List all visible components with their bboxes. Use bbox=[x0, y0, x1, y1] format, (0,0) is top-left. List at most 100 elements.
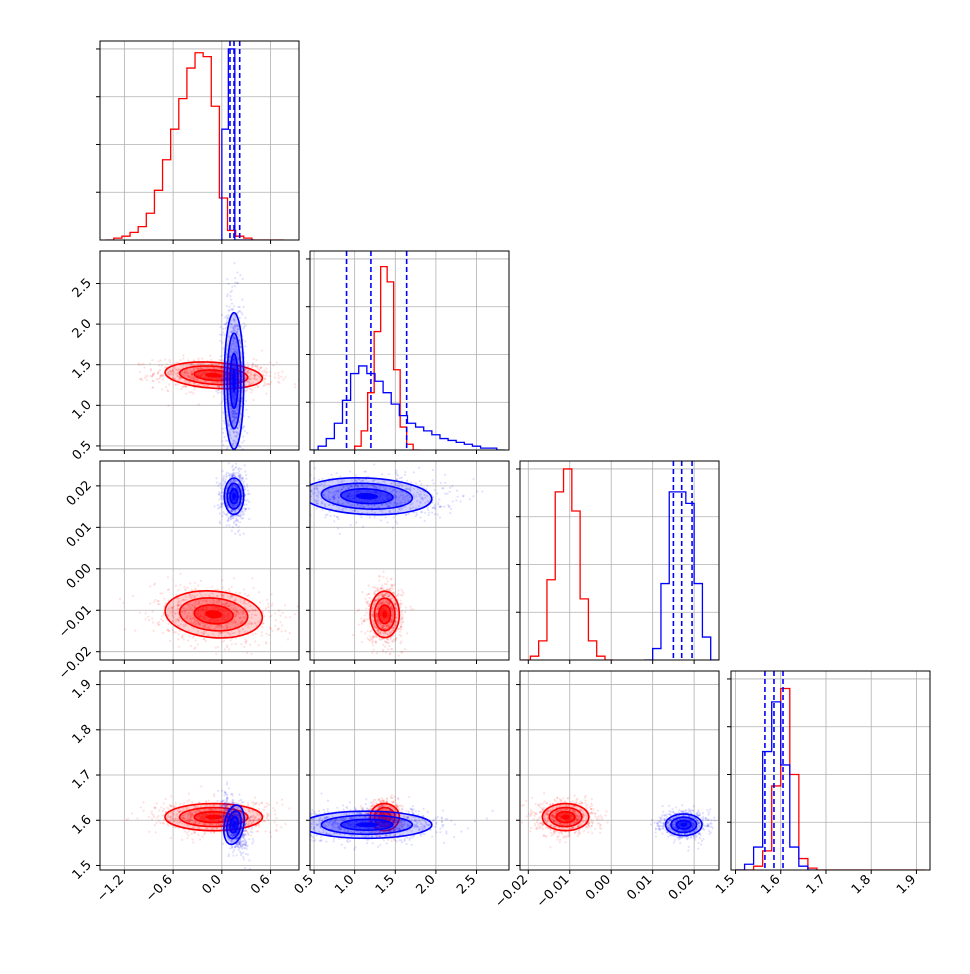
scatter-point bbox=[231, 309, 233, 311]
scatter-point bbox=[221, 579, 223, 581]
scatter-point bbox=[278, 377, 280, 379]
scatter-point bbox=[410, 608, 412, 610]
scatter-point bbox=[374, 592, 376, 594]
scatter-point bbox=[401, 651, 403, 653]
scatter-point bbox=[167, 389, 169, 391]
scatter-point bbox=[194, 646, 196, 648]
scatter-point bbox=[400, 589, 402, 591]
scatter-point bbox=[306, 509, 308, 511]
scatter-point bbox=[224, 422, 226, 424]
scatter-point bbox=[268, 383, 270, 385]
scatter-point bbox=[225, 473, 227, 475]
scatter-point bbox=[372, 644, 374, 646]
scatter-point bbox=[142, 363, 144, 365]
y-tick-label: 0.01 bbox=[64, 520, 95, 551]
scatter-point bbox=[149, 362, 151, 364]
scatter-point bbox=[220, 402, 222, 404]
scatter-point bbox=[220, 379, 222, 381]
scatter-point bbox=[213, 505, 215, 507]
scatter-point bbox=[221, 503, 223, 505]
scatter-point bbox=[297, 605, 299, 607]
scatter-point bbox=[219, 493, 221, 495]
scatter-point bbox=[220, 355, 222, 357]
scatter-point bbox=[177, 383, 179, 385]
scatter-point bbox=[280, 376, 282, 378]
scatter-point bbox=[238, 453, 240, 455]
scatter-point bbox=[248, 501, 250, 503]
panel-frame bbox=[100, 251, 299, 450]
scatter-point bbox=[177, 633, 179, 635]
scatter-point bbox=[390, 638, 392, 640]
scatter-point bbox=[263, 384, 265, 386]
scatter-point bbox=[391, 585, 393, 587]
scatter-point bbox=[248, 416, 250, 418]
hist-step bbox=[310, 366, 505, 450]
scatter-point bbox=[360, 617, 362, 619]
scatter-point bbox=[187, 586, 189, 588]
panel-frame bbox=[100, 41, 299, 240]
scatter-point bbox=[237, 515, 239, 517]
scatter-point bbox=[261, 371, 263, 373]
scatter-point bbox=[401, 613, 403, 615]
scatter-point bbox=[150, 368, 152, 370]
scatter-point bbox=[221, 342, 223, 344]
scatter-point bbox=[182, 354, 184, 356]
scatter-point bbox=[233, 450, 235, 452]
scatter-point bbox=[265, 375, 267, 377]
scatter-point bbox=[161, 388, 163, 390]
scatter-point bbox=[221, 428, 223, 430]
scatter-point bbox=[269, 371, 271, 373]
scatter-point bbox=[349, 471, 351, 473]
scatter-point bbox=[272, 364, 274, 366]
scatter-point bbox=[221, 366, 223, 368]
scatter-point bbox=[239, 534, 241, 536]
scatter-point bbox=[251, 577, 253, 579]
scatter-point bbox=[235, 463, 237, 465]
scatter-point bbox=[304, 473, 306, 475]
scatter-point bbox=[243, 480, 245, 482]
scatter-point bbox=[246, 595, 248, 597]
scatter-point bbox=[252, 362, 254, 364]
scatter-point bbox=[150, 375, 152, 377]
scatter-point bbox=[252, 587, 254, 589]
scatter-point bbox=[397, 475, 399, 477]
scatter-point bbox=[152, 387, 154, 389]
scatter-point bbox=[243, 322, 245, 324]
scatter-point bbox=[233, 522, 235, 524]
scatter-point bbox=[226, 514, 228, 516]
scatter-point bbox=[233, 453, 235, 455]
scatter-point bbox=[167, 405, 169, 407]
scatter-point bbox=[157, 624, 159, 626]
scatter-point bbox=[231, 530, 233, 532]
scatter-point bbox=[145, 375, 147, 377]
scatter-point bbox=[244, 340, 246, 342]
scatter-point bbox=[235, 520, 237, 522]
scatter-point bbox=[284, 604, 286, 606]
scatter-point bbox=[194, 639, 196, 641]
scatter-point bbox=[225, 440, 227, 442]
scatter-point bbox=[373, 649, 375, 651]
scatter-point bbox=[192, 392, 194, 394]
scatter-point bbox=[233, 262, 235, 264]
scatter-point bbox=[399, 602, 401, 604]
scatter-point bbox=[228, 305, 230, 307]
scatter-point bbox=[324, 516, 326, 518]
scatter-point bbox=[244, 593, 246, 595]
scatter-point bbox=[248, 518, 250, 520]
scatter-point bbox=[203, 638, 205, 640]
scatter-point bbox=[259, 367, 261, 369]
scatter-point bbox=[245, 508, 247, 510]
scatter-point bbox=[396, 478, 398, 480]
scatter-point bbox=[240, 311, 242, 313]
scatter-point bbox=[232, 517, 234, 519]
scatter-point bbox=[228, 462, 230, 464]
scatter-point bbox=[226, 305, 228, 307]
scatter-point bbox=[404, 611, 406, 613]
scatter-point bbox=[175, 383, 177, 385]
scatter-point bbox=[361, 591, 363, 593]
scatter-point bbox=[241, 476, 243, 478]
scatter-point bbox=[215, 653, 217, 655]
scatter-point bbox=[240, 516, 242, 518]
scatter-point bbox=[305, 478, 307, 480]
